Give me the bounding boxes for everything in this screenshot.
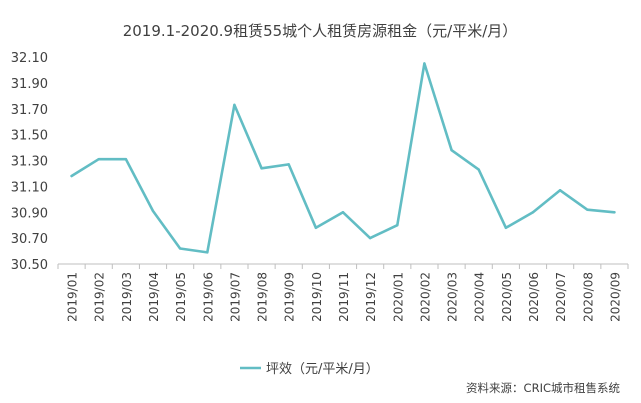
y-tick-label: 31.30 xyxy=(11,155,48,170)
x-tick-label: 2019/09 xyxy=(283,272,297,322)
series-layer xyxy=(70,62,616,254)
source-note: 资料来源：CRIC城市租售系统 xyxy=(466,381,620,395)
data-point xyxy=(423,62,426,65)
data-point xyxy=(396,223,399,227)
x-tick-label: 2020/06 xyxy=(527,272,541,322)
x-tick-label: 2019/08 xyxy=(256,272,270,322)
x-tick-label: 2020/02 xyxy=(418,272,432,322)
data-point xyxy=(558,189,562,192)
data-point xyxy=(504,226,508,229)
data-point xyxy=(314,226,318,229)
y-axis: 30.50 30.70 30.90 31.10 31.30 31.50 31.70 31.90… xyxy=(11,51,48,273)
x-tick-label: 2020/01 xyxy=(391,272,405,322)
chart-title: 2019.1-2020.9租赁55城个人租赁房源租金（元/平米/月） xyxy=(123,22,518,40)
x-axis: 2019/01 2019/02 2019/03 2019/04 2019/05 2019/… xyxy=(57,263,629,322)
x-tick-label: 2019/10 xyxy=(310,272,324,322)
data-point xyxy=(124,158,128,161)
data-point xyxy=(477,168,480,171)
data-point xyxy=(368,236,372,240)
x-tick-label: 2020/04 xyxy=(473,272,487,322)
data-point xyxy=(531,211,535,214)
data-point xyxy=(341,211,345,214)
data-point xyxy=(233,103,236,107)
x-tick-label: 2019/04 xyxy=(147,272,161,322)
data-point xyxy=(206,251,209,254)
y-tick-label: 30.90 xyxy=(11,206,48,221)
y-tick-label: 30.50 xyxy=(11,258,48,273)
x-tick-label: 2019/12 xyxy=(364,272,378,322)
y-tick-label: 30.70 xyxy=(11,232,48,247)
series-line xyxy=(70,62,616,254)
x-tick-label: 2019/07 xyxy=(228,272,242,322)
data-point xyxy=(97,158,100,161)
y-tick-label: 31.10 xyxy=(11,180,48,195)
x-tick-label: 2020/07 xyxy=(554,272,568,322)
data-point xyxy=(151,209,155,213)
x-tick-label: 2019/05 xyxy=(174,272,188,322)
x-tick-label: 2019/11 xyxy=(337,272,351,322)
legend-label: 坪效（元/平米/月） xyxy=(266,362,379,377)
y-tick-label: 32.10 xyxy=(11,51,48,66)
y-tick-label: 31.70 xyxy=(11,103,48,118)
y-tick-label: 31.90 xyxy=(11,77,48,92)
data-point xyxy=(586,208,589,211)
x-tick-label: 2020/08 xyxy=(581,272,595,322)
data-point xyxy=(70,174,73,178)
y-tick-label: 31.50 xyxy=(11,129,48,144)
x-tick-label: 2019/03 xyxy=(120,272,134,322)
data-point xyxy=(260,167,263,170)
data-point xyxy=(287,163,290,166)
data-point xyxy=(178,247,182,250)
x-tick-label: 2020/09 xyxy=(608,272,622,322)
x-tick-label: 2020/03 xyxy=(446,272,460,322)
x-tick-label: 2019/02 xyxy=(93,272,107,322)
x-tick-label: 2019/01 xyxy=(66,272,80,322)
x-tick-label: 2020/05 xyxy=(500,272,514,322)
data-point xyxy=(613,211,616,214)
data-point xyxy=(450,148,453,152)
x-tick-label: 2019/06 xyxy=(201,272,215,322)
legend: 坪效（元/平米/月） xyxy=(240,362,379,377)
